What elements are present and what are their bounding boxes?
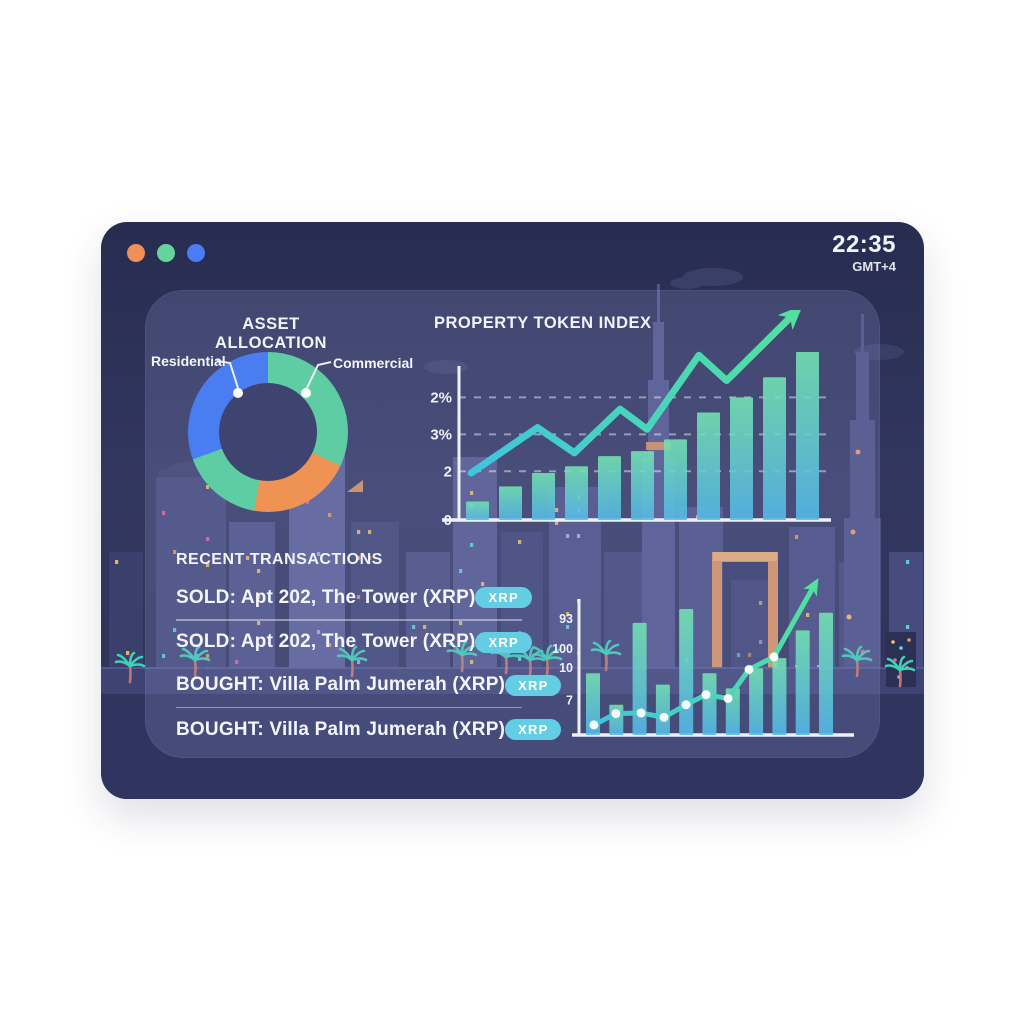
traffic-light-maximize[interactable] [187,244,205,262]
transaction-text: SOLD: Apt 202, The Tower (XRP) [176,631,476,652]
window-controls [127,244,205,262]
transaction-row[interactable]: SOLD: Apt 202, The Tower (XRP) XRP [176,621,532,664]
svg-text:7: 7 [566,694,573,708]
clouds [157,268,904,480]
asset-allocation-donut-chart [188,352,348,512]
transactions-list: SOLD: Apt 202, The Tower (XRP) XRP SOLD: A… [176,576,562,751]
traffic-light-close[interactable] [127,244,145,262]
transaction-text: BOUGHT: Villa Palm Jumerah (XRP) [176,674,506,695]
row-divider [176,706,522,708]
clock-timezone: GMT+4 [852,259,896,274]
clock-time: 22:35 [832,231,896,258]
svg-text:2%: 2% [430,389,452,406]
svg-text:2: 2 [444,463,452,480]
svg-text:10: 10 [559,661,573,675]
traffic-light-minimize[interactable] [157,244,175,262]
xrp-badge[interactable]: XRP [475,587,532,608]
transaction-row[interactable]: BOUGHT: Villa Palm Jumerah (XRP) XRP [176,664,562,707]
dubai-frame-icon [712,552,778,692]
transaction-text: BOUGHT: Villa Palm Jumerah (XRP) [176,718,506,740]
xrp-badge[interactable]: XRP [505,674,562,696]
rooftop-accent [347,480,363,492]
residential-label: Residential [151,353,226,369]
svg-text:100: 100 [552,642,573,656]
transaction-row[interactable]: BOUGHT: Villa Palm Jumerah (XRP) XRP [176,708,562,751]
ground-band [101,694,924,799]
clock: 22:35 GMT+4 [832,231,896,275]
transaction-text: SOLD: Apt 202, The Tower (XRP) [176,586,476,608]
recent-transactions-title: RECENT TRANSACTIONS [176,551,383,568]
xrp-badge[interactable]: XRP [475,631,532,653]
xrp-badge[interactable]: XRP [505,719,562,740]
commercial-label: Commercial [333,355,414,371]
svg-text:93: 93 [559,612,573,626]
property-token-index-chart: 2%3%20 [430,310,831,525]
transaction-row[interactable]: SOLD: Apt 202, The Tower (XRP) XRP [176,576,532,619]
waterline [101,667,924,669]
svg-text:3%: 3% [430,426,452,443]
burj-khalifa-right-icon [844,314,881,692]
app-window: 22:35 GMT+4 ASSET ALLOCATION Residential… [101,222,924,799]
skyline-illustration [101,268,924,799]
property-token-index-title: PROPERTY TOKEN INDEX [434,314,652,332]
row-divider [176,619,522,621]
asset-allocation-title: ASSET ALLOCATION [215,315,327,352]
